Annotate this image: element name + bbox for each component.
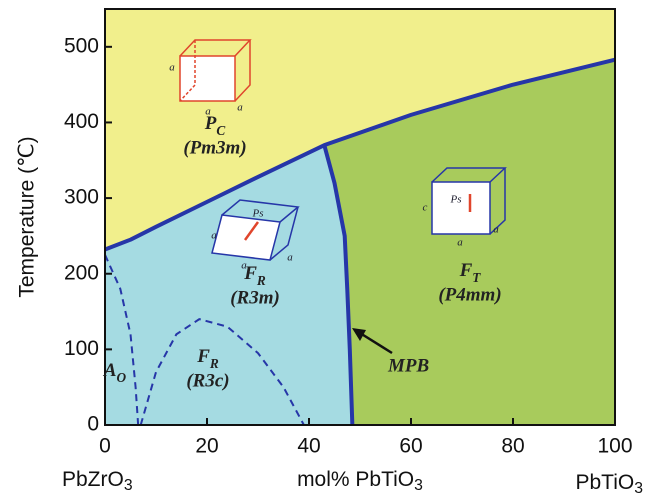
x-tick-label: 0 xyxy=(99,435,111,458)
region-symbol: A xyxy=(103,360,117,381)
x-end-label-sub: 3 xyxy=(124,477,133,494)
cell-label: a xyxy=(205,106,211,118)
y-tick-label: 400 xyxy=(64,110,99,133)
x-axis-label: mol% PbTiO3 xyxy=(297,468,423,495)
chart: 0 20 40 60 80 100 0 100 200 300 400 500 Temperature … xyxy=(0,0,649,501)
region-subscript: R xyxy=(256,273,266,288)
y-tick-label: 0 xyxy=(87,413,99,436)
x-end-label-main: PbZrO xyxy=(62,468,124,491)
region-symbol: F xyxy=(459,260,473,281)
y-tick-label: 300 xyxy=(64,186,99,209)
cell-label: a xyxy=(493,224,499,236)
x-tick-label: 100 xyxy=(597,435,632,458)
cell-label: c xyxy=(423,202,428,214)
cell-label: a xyxy=(237,102,243,114)
x-tick-label: 40 xyxy=(297,435,320,458)
cell-label: a xyxy=(241,260,247,272)
cell-label: a xyxy=(287,252,293,264)
space-group: (Pm3m) xyxy=(183,137,246,158)
y-axis-label: Temperature (℃) xyxy=(16,136,39,297)
cell-label: a xyxy=(457,237,463,249)
x-axis-label-sub: 3 xyxy=(414,477,423,494)
region-symbol: F xyxy=(196,346,210,367)
cell-label: Ps xyxy=(252,208,264,220)
y-tick-label: 500 xyxy=(64,34,99,57)
cell-label: Ps xyxy=(450,194,462,206)
region-subscript: C xyxy=(216,123,225,138)
x-tick-label: 60 xyxy=(399,435,422,458)
x-tick-label: 80 xyxy=(501,435,524,458)
mpb-label: MPB xyxy=(387,355,429,376)
cell-label: a xyxy=(211,230,217,242)
x-end-label-sub: 3 xyxy=(634,480,643,497)
space-group: (P4mm) xyxy=(438,284,501,305)
region-subscript: O xyxy=(117,370,127,385)
space-group: (R3c) xyxy=(186,370,229,391)
x-end-label: PbZrO3 xyxy=(62,468,133,495)
y-tick-label: 200 xyxy=(64,261,99,284)
region-subscript: T xyxy=(472,270,481,285)
space-group: (R3m) xyxy=(230,287,280,308)
y-tick-label: 100 xyxy=(64,337,99,360)
x-tick-label: 20 xyxy=(195,435,218,458)
region-subscript: R xyxy=(209,356,219,371)
x-end-label: PbTiO3 xyxy=(576,471,644,498)
cell-label: a xyxy=(169,62,175,74)
x-axis-label-main: mol% PbTiO xyxy=(297,468,414,491)
x-end-label-main: PbTiO xyxy=(576,471,635,494)
